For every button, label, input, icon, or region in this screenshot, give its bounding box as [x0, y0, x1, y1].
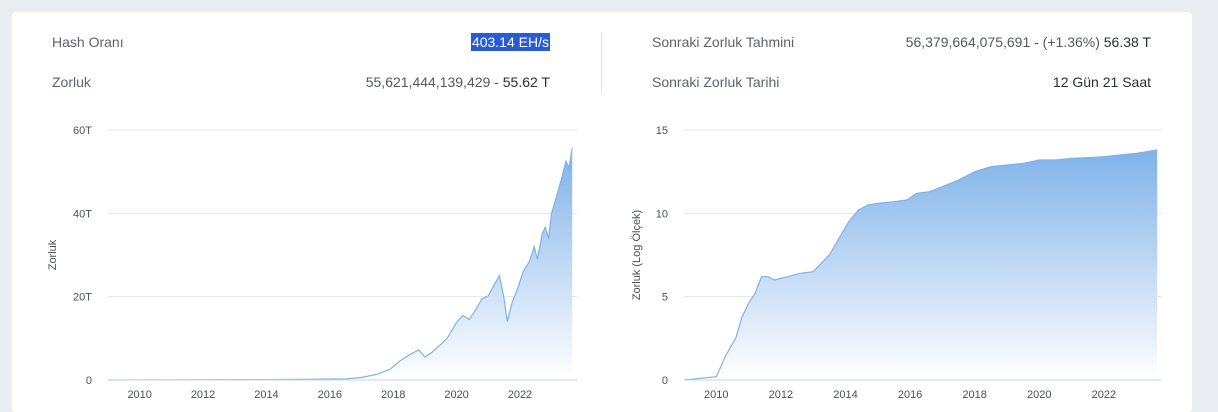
difficulty-log-area	[684, 150, 1158, 380]
difficulty-log-y-tick: 10	[656, 208, 668, 220]
difficulty-log-x-tick: 2016	[898, 389, 922, 400]
stats-divider	[601, 32, 602, 94]
difficulty-log-y-axis-label: Zorluk (Log Ölçek)	[631, 210, 643, 300]
next-date-row: Sonraki Zorluk Tarihi 12 Gün 21 Saat	[652, 74, 1151, 94]
next-estimate-row: Sonraki Zorluk Tahmini 56,379,664,075,69…	[652, 34, 1151, 54]
difficulty-log-y-tick: 0	[662, 375, 668, 387]
hash-rate-value: 403.14 EH/s	[470, 33, 550, 51]
difficulty-log-y-tick: 15	[656, 125, 668, 137]
difficulty-x-tick: 2012	[191, 389, 215, 400]
difficulty-y-axis-label: Zorluk	[47, 239, 59, 270]
difficulty-y-tick: 40T	[73, 208, 92, 220]
difficulty-short: 55.62 T	[502, 74, 550, 90]
difficulty-x-tick: 2018	[381, 389, 405, 400]
difficulty-x-tick: 2020	[444, 389, 468, 400]
difficulty-y-tick: 60T	[73, 125, 92, 137]
difficulty-line	[107, 148, 573, 381]
hash-rate-row: Hash Oranı 403.14 EH/s	[52, 33, 550, 54]
difficulty-x-tick: 2010	[127, 389, 151, 400]
hash-rate-value-text: 403.14 EH/s	[470, 33, 550, 51]
difficulty-label: Zorluk	[52, 74, 91, 90]
difficulty-log-x-tick: 2022	[1092, 389, 1116, 400]
next-estimate-short: 56.38 T	[1099, 34, 1151, 50]
next-estimate-full: 56,379,664,075,691 - (+1.36%)	[905, 34, 1100, 50]
difficulty-separator: -	[490, 74, 503, 90]
next-date-value: 12 Gün 21 Saat	[1053, 74, 1151, 90]
difficulty-log-x-tick: 2014	[833, 389, 857, 400]
difficulty-card: Hash Oranı 403.14 EH/s Zorluk 55,621,444…	[12, 12, 1192, 412]
difficulty-value: 55,621,444,139,429 - 55.62 T	[366, 74, 550, 90]
difficulty-x-tick: 2014	[254, 389, 278, 400]
difficulty-area	[108, 148, 573, 380]
next-estimate-label: Sonraki Zorluk Tahmini	[652, 34, 795, 50]
difficulty-y-tick: 0	[86, 375, 92, 387]
next-date-text: 12 Gün 21 Saat	[1052, 74, 1151, 90]
difficulty-log-y-tick: 5	[662, 292, 668, 304]
next-date-label: Sonraki Zorluk Tarihi	[652, 74, 780, 90]
difficulty-y-tick: 20T	[73, 292, 92, 304]
difficulty-x-tick: 2022	[508, 389, 532, 400]
difficulty-full: 55,621,444,139,429	[365, 74, 491, 90]
difficulty-x-tick: 2016	[318, 389, 342, 400]
difficulty-log-x-tick: 2018	[962, 389, 986, 400]
next-estimate-value: 56,379,664,075,691 - (+1.36%) 56.38 T	[906, 34, 1151, 50]
difficulty-chart: 0 20T 40T 60T 2010 2012 2014 2016 2018 2020 2022 Zo…	[47, 125, 577, 400]
difficulty-log-line	[683, 149, 1158, 381]
difficulty-log-x-tick: 2012	[769, 389, 793, 400]
difficulty-row: Zorluk 55,621,444,139,429 - 55.62 T	[52, 74, 550, 94]
difficulty-log-x-tick: 2020	[1027, 389, 1051, 400]
difficulty-log-x-tick: 2010	[704, 389, 728, 400]
stats-panel: Hash Oranı 403.14 EH/s Zorluk 55,621,444…	[12, 12, 1192, 112]
hash-rate-label: Hash Oranı	[52, 34, 124, 50]
difficulty-log-chart: 0 5 10 15 2010 2012 2014 2016 2018 2020 2022 Zorluk…	[631, 125, 1162, 400]
